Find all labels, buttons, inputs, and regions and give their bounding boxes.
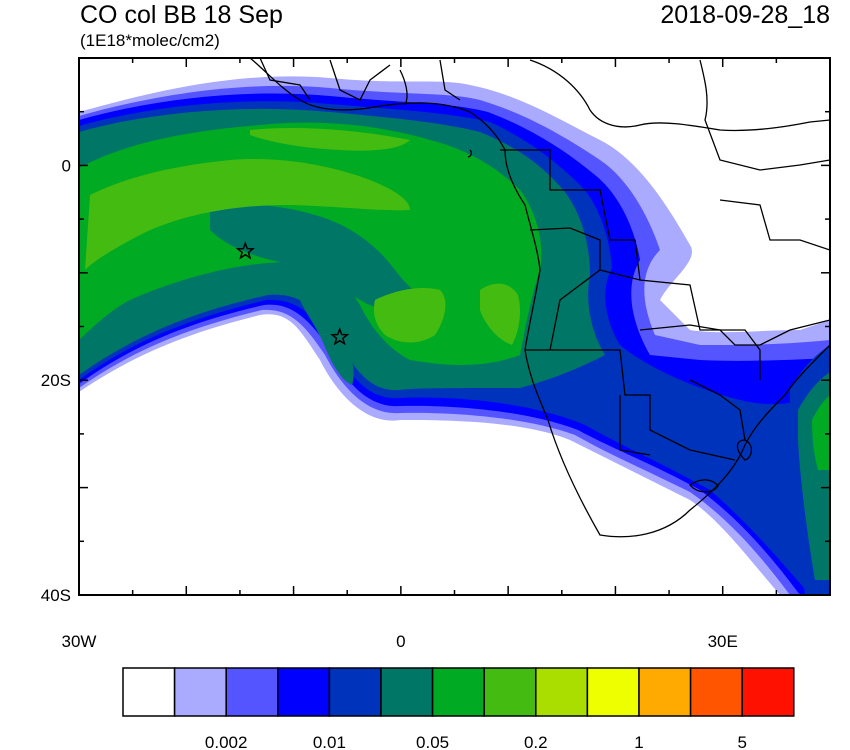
colorbar-label: 5: [737, 733, 746, 750]
x-axis-label: 30W: [62, 632, 97, 651]
colorbar-box: [483, 667, 537, 717]
y-axis-label: 20S: [41, 371, 71, 390]
colorbar-box: [638, 667, 692, 717]
valid-time-label: 2018-09-28_18: [660, 1, 830, 29]
colorbar-label: 0.01: [313, 733, 346, 750]
colorbar-box: [741, 667, 795, 717]
colorbar-box: [431, 667, 485, 717]
colorbar: [122, 667, 795, 717]
colorbar-box: [380, 667, 434, 717]
colorbar-box: [122, 667, 176, 717]
units-label: (1E18*molec/cm2): [80, 31, 220, 50]
x-axis-label: 0: [396, 632, 405, 651]
y-axis-label: 40S: [41, 586, 71, 605]
colorbar-box: [225, 667, 279, 717]
colorbar-box: [173, 667, 227, 717]
colorbar-labels: 0.002 0.01 0.05 0.2 1 5: [205, 733, 747, 750]
star-markers: [235, 241, 350, 346]
coastlines: [249, 58, 830, 538]
colorbar-box: [535, 667, 589, 717]
colorbar-box: [689, 667, 743, 717]
colorbar-box: [277, 667, 331, 717]
axis-labels: 0 20S 40S 30W 0 30E: [41, 156, 738, 651]
map-title: CO col BB 18 Sep: [80, 1, 283, 29]
colorbar-label: 0.2: [524, 733, 548, 750]
co-plume-field: [79, 58, 830, 595]
colorbar-box: [586, 667, 640, 717]
colorbar-label: 0.05: [416, 733, 449, 750]
colorbar-label: 0.002: [205, 733, 248, 750]
star-marker: [330, 327, 350, 346]
x-axis-label: 30E: [708, 632, 738, 651]
colorbar-box: [328, 667, 382, 717]
star-marker: [235, 241, 255, 260]
axis-ticks: [78, 57, 831, 596]
y-axis-label: 0: [62, 156, 71, 175]
colorbar-label: 1: [634, 733, 643, 750]
